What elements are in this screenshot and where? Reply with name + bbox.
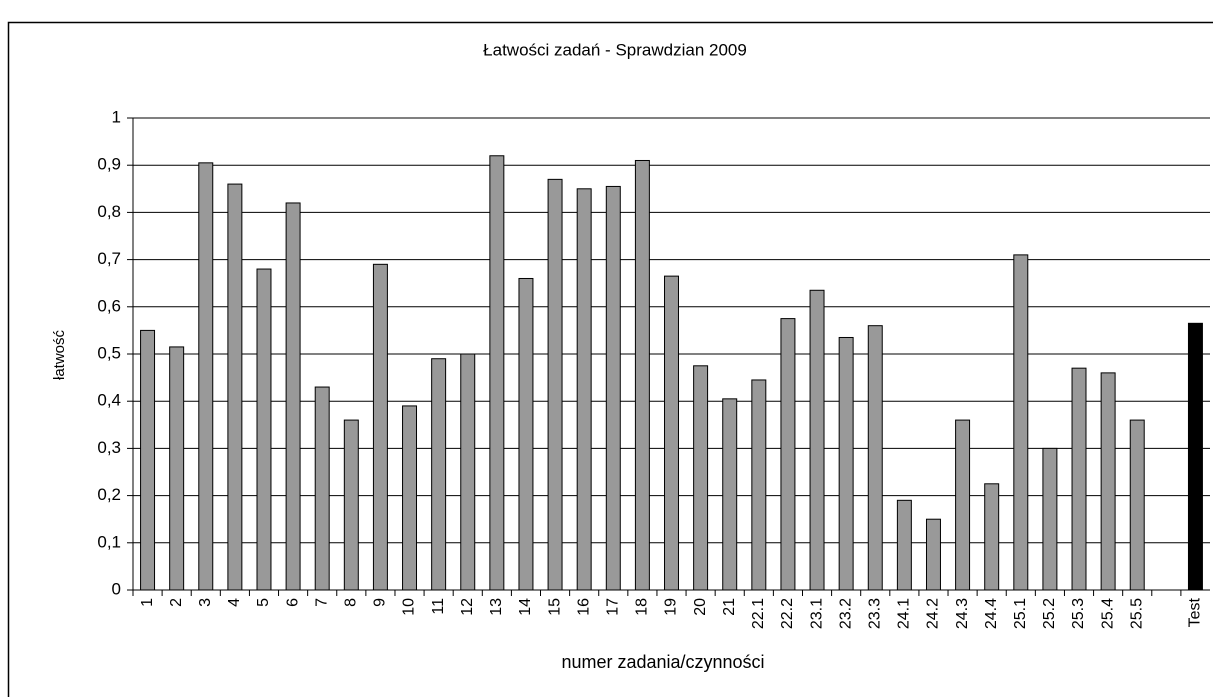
bar [1071,367,1087,591]
x-tick-label: 25.2 [1041,598,1058,629]
y-tick-label: 0,9 [97,155,121,174]
bar [285,202,301,591]
x-tick-label: 25.1 [1012,598,1029,629]
bar [314,386,330,591]
bar [431,358,447,591]
bar [867,325,883,591]
bar [227,183,243,591]
x-tick-label: 23.1 [808,598,825,629]
x-axis-title: numer zadania/czynności [561,652,764,672]
bar [169,346,185,591]
x-tick-label: 12 [459,598,476,616]
x-tick-label: 25.5 [1128,598,1145,629]
x-tick-label: 14 [517,598,534,616]
y-tick-label: 1 [112,107,121,126]
x-tick-label: 25.4 [1099,598,1116,629]
bar [140,329,156,591]
x-tick-label: Test [1187,597,1204,627]
bar [489,155,505,591]
x-tick-label: 24.4 [983,598,1000,629]
bar [1013,254,1029,591]
bar [751,379,767,591]
x-tick-label: 15 [546,598,563,616]
x-tick-label: 24.3 [954,598,971,629]
bar [780,318,796,591]
bar [605,185,621,591]
bar [198,162,214,591]
bar [984,483,1000,591]
x-tick-label: 23.2 [837,598,854,629]
x-tick-label: 24.1 [896,598,913,629]
bar [402,405,418,591]
bar [722,398,738,591]
x-tick-label: 24.2 [925,598,942,629]
chart-title: Łatwości zadań - Sprawdzian 2009 [483,40,747,59]
bar [256,268,272,591]
bar [809,289,825,591]
x-tick-label: 6 [284,598,301,607]
x-tick-label: 4 [226,598,243,607]
x-tick-label: 19 [663,598,680,616]
bar [634,159,650,591]
bar [576,188,592,591]
bar [1100,372,1116,591]
y-tick-label: 0,1 [97,532,121,551]
y-tick-label: 0,3 [97,438,121,457]
y-tick-label: 0,7 [97,249,121,268]
x-tick-label: 1 [139,598,156,607]
x-tick-label: 7 [313,598,330,607]
x-tick-label: 3 [197,598,214,607]
x-tick-label: 11 [430,598,447,615]
x-tick-label: 2 [168,598,185,607]
x-tick-label: 23.3 [866,598,883,629]
bar [1042,447,1058,591]
y-tick-label: 0,4 [97,391,121,410]
bar [343,419,359,591]
bar [1187,322,1203,591]
y-tick-label: 0,6 [97,296,121,315]
bar [664,275,679,591]
x-tick-label: 21 [721,598,738,616]
x-tick-label: 25.3 [1070,598,1087,629]
x-tick-label: 13 [488,598,505,616]
y-tick-label: 0,8 [97,202,121,221]
y-tick-label: 0 [112,579,121,598]
y-axis-title: łatwość [51,329,68,380]
x-tick-label: 16 [575,598,592,616]
x-tick-label: 22.1 [750,598,767,629]
x-tick-label: 20 [692,598,709,616]
x-tick-label: 18 [634,598,651,616]
x-tick-label: 10 [401,598,418,616]
bar [896,499,912,591]
x-tick-label: 5 [255,598,272,607]
x-tick-label: 17 [605,598,622,616]
bar [693,365,709,591]
x-tick-label: 9 [372,598,389,607]
bar [955,419,971,591]
bar [838,336,854,591]
bar [372,263,388,591]
bar [925,518,941,591]
y-tick-label: 0,5 [97,343,121,362]
bar [460,353,476,591]
bar [518,277,534,591]
y-tick-label: 0,2 [97,485,121,504]
x-tick-label: 8 [343,598,360,607]
x-tick-label: 22.2 [779,598,796,629]
bar [547,178,563,591]
bar [1129,419,1145,591]
